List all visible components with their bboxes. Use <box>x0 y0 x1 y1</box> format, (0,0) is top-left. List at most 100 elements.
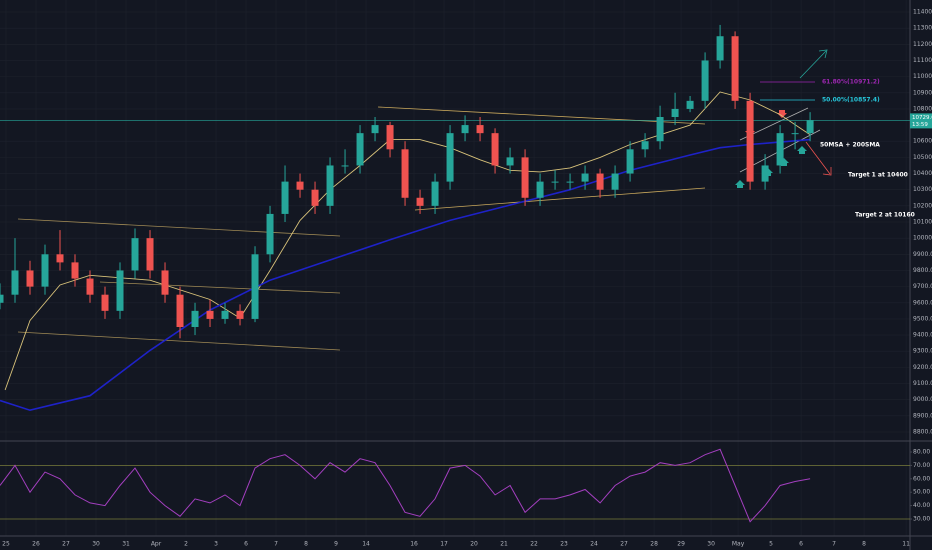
candle-body <box>746 100 754 182</box>
candle-body <box>686 100 694 109</box>
x-tick-label: 16 <box>410 541 418 548</box>
arrow <box>805 141 831 175</box>
candle-body <box>806 120 814 134</box>
annotation: 50.00%(10857.4) <box>822 97 880 104</box>
down-marker <box>777 110 787 118</box>
current-price-time: 13:59 <box>912 122 928 128</box>
x-tick-label: 8 <box>304 541 308 548</box>
candle-body <box>431 181 439 206</box>
y-tick-label: 11300.0 <box>913 25 932 32</box>
y-tick-label: 9000.0 <box>913 396 932 403</box>
x-tick-label: 28 <box>650 541 658 548</box>
x-tick-label: 24 <box>590 541 598 548</box>
y-tick-label: 8800.0 <box>913 429 932 436</box>
x-tick-label: 27 <box>62 541 70 548</box>
candle-body <box>551 181 559 183</box>
candle-body <box>641 141 649 150</box>
candle-body <box>626 149 634 174</box>
candle-body <box>11 270 19 295</box>
y-tick-label: 11100.0 <box>913 57 932 64</box>
x-tick-label: 3 <box>214 541 218 548</box>
up-marker <box>797 146 807 154</box>
candle-body <box>671 108 679 117</box>
candle-body <box>761 165 769 182</box>
x-tick-label: 2 <box>184 541 188 548</box>
candle-body <box>131 238 139 271</box>
y-tick-label: 10800.0 <box>913 105 932 112</box>
x-tick-label: 30 <box>707 541 715 548</box>
candle-body <box>506 157 514 166</box>
moving-average <box>0 138 811 412</box>
drawings <box>17 49 832 351</box>
channel-line <box>99 281 341 294</box>
rsi-tick-label: 70.00 <box>913 462 930 469</box>
current-price-label: 10729.0 <box>912 115 932 121</box>
candle-body <box>521 157 529 198</box>
y-tick-label: 11400.0 <box>913 9 932 16</box>
y-tick-label: 9600.0 <box>913 299 932 306</box>
y-tick-label: 10400.0 <box>913 170 932 177</box>
x-tick-label: 6 <box>244 541 248 548</box>
triangle-line <box>414 187 706 211</box>
x-tick-label: 20 <box>470 541 478 548</box>
x-tick-label: 5 <box>769 541 773 548</box>
candle-body <box>581 173 589 182</box>
arrow <box>799 50 827 79</box>
candle-body <box>206 310 214 319</box>
candle-body <box>356 133 364 166</box>
y-tick-label: 8900.0 <box>913 412 932 419</box>
arrow-head <box>822 167 832 176</box>
x-tick-label: 14 <box>362 541 370 548</box>
candle-body <box>146 238 154 271</box>
rsi-tick-label: 50.00 <box>913 489 930 496</box>
y-tick-label: 10500.0 <box>913 154 932 161</box>
candle-body <box>701 60 709 101</box>
x-tick-label: 7 <box>832 541 836 548</box>
annotation: 61.80%(10971.2) <box>822 79 880 86</box>
candle-body <box>326 165 334 206</box>
x-tick-label: 26 <box>32 541 40 548</box>
x-tick-label: 8 <box>862 541 866 548</box>
candle-body <box>401 149 409 198</box>
candle-body <box>566 181 574 183</box>
y-tick-label: 9300.0 <box>913 348 932 355</box>
channel-line <box>17 331 341 351</box>
candle-body <box>536 181 544 198</box>
moving-average <box>4 91 811 391</box>
candle-body <box>56 254 64 263</box>
y-tick-label: 10000.0 <box>913 235 932 242</box>
x-tick-label: 11 <box>902 541 910 548</box>
annotation: Target 2 at 10160 <box>855 212 915 219</box>
candle-body <box>476 125 484 134</box>
y-tick-label: 9200.0 <box>913 364 932 371</box>
candle-body <box>281 181 289 214</box>
candle-body <box>221 310 229 319</box>
rsi-tick-label: 40.00 <box>913 502 930 509</box>
x-tick-label: 25 <box>2 541 10 548</box>
y-tick-label: 11200.0 <box>913 41 932 48</box>
triangle-line <box>377 106 706 125</box>
x-tick-label: 6 <box>799 541 803 548</box>
candle-body <box>296 181 304 190</box>
rsi-tick-label: 80.00 <box>913 449 930 456</box>
candle-body <box>596 173 604 190</box>
y-tick-label: 10300.0 <box>913 186 932 193</box>
candle-body <box>491 133 499 166</box>
candle-body <box>611 173 619 190</box>
y-tick-label: 9400.0 <box>913 332 932 339</box>
x-tick-label: 17 <box>440 541 448 548</box>
candle-body <box>251 254 259 319</box>
candle-body <box>311 189 319 206</box>
y-tick-label: 10100.0 <box>913 219 932 226</box>
candle-body <box>266 213 274 255</box>
y-tick-label: 11000.0 <box>913 73 932 80</box>
y-tick-label: 9900.0 <box>913 251 932 258</box>
candle-body <box>791 133 799 135</box>
arrow-head <box>818 49 828 59</box>
candle-body <box>716 36 724 61</box>
candle-body <box>41 254 49 287</box>
rsi-tick-label: 30.00 <box>913 516 930 523</box>
x-tick-label: 23 <box>560 541 568 548</box>
